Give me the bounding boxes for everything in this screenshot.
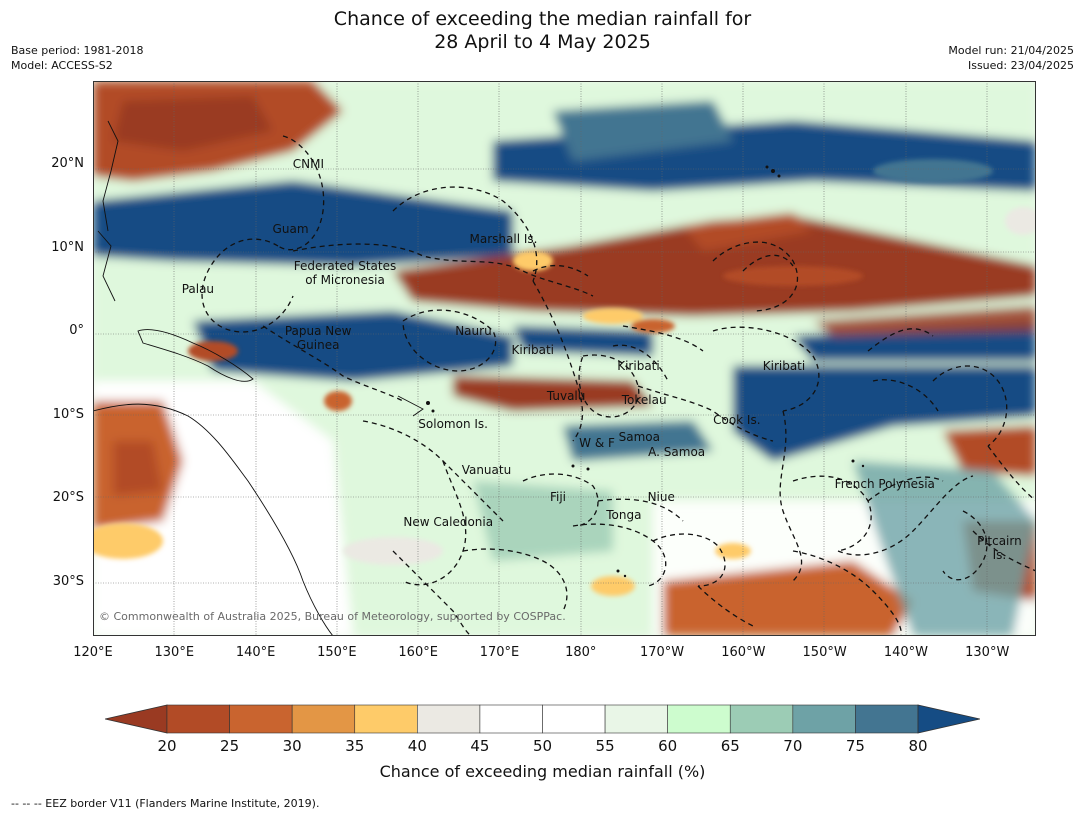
base-period: Base period: 1981-2018 [11, 44, 144, 57]
place-label: Solomon Is. [418, 417, 488, 431]
rainfall-detail [93, 159, 1036, 596]
colorbar-band [667, 704, 731, 734]
meta-left: Base period: 1981-2018 Model: ACCESS-S2 [11, 43, 143, 73]
map-border [93, 81, 1036, 636]
colorbar-tick-label: 35 [345, 737, 365, 755]
colorbar-extend-high [917, 704, 980, 734]
lon-tick-label: 170°W [639, 645, 685, 660]
place-label: W & F [579, 436, 615, 451]
place-label: of Micronesia [305, 273, 385, 288]
place-label: Tuvalu [546, 389, 586, 404]
title-line-1: Chance of exceeding the median rainfall … [333, 8, 752, 30]
place-label: A. Samoa [648, 445, 706, 460]
lon-tick-label: 130°W [965, 645, 1010, 660]
place-label: Vanuatu [461, 462, 512, 477]
colorbar-tick-label: 40 [407, 737, 427, 755]
place-label: Federated States [293, 259, 397, 274]
colorbar-extend-low [105, 704, 168, 734]
colorbar-band [229, 704, 293, 734]
colorbar-band [417, 704, 481, 734]
colorbar-tick-label: 70 [783, 737, 803, 755]
lon-tick-label: 150°E [317, 645, 357, 660]
place-label: CNMI [292, 157, 325, 172]
colorbar-band [166, 704, 230, 734]
colorbar-band [542, 704, 606, 734]
place-label: Fiji [549, 490, 566, 505]
colorbar-tick-label: 75 [845, 737, 865, 755]
lat-tick-label: 30°S [52, 573, 84, 589]
eez-footnote: -- -- -- EEZ border V11 (Flanders Marine… [11, 797, 320, 810]
lon-tick-label: 170°E [479, 645, 520, 660]
rainfall-map [93, 81, 1036, 636]
lat-tick-label: 10°S [52, 406, 84, 422]
place-label: Guinea [296, 337, 340, 352]
lat-tick-label: 20°N [51, 156, 84, 172]
lon-tick-label: 140°E [235, 645, 276, 660]
copyright-notice: © Commonwealth of Australia 2025, Bureau… [99, 610, 566, 623]
place-label: Kiribati [617, 359, 660, 374]
colorbar-band [792, 704, 856, 734]
islands [426, 165, 865, 578]
colorbar-band [855, 704, 919, 734]
meta-right: Model run: 21/04/2025 Issued: 23/04/2025 [948, 43, 1074, 73]
place-label: Samoa [618, 429, 660, 444]
colorbar-label: Chance of exceeding median rainfall (%) [379, 762, 706, 781]
colorbar [105, 704, 980, 734]
colorbar-tick-label: 25 [220, 737, 240, 755]
lon-tick-label: 180° [565, 645, 597, 660]
coastlines [93, 120, 424, 636]
map-panel[interactable] [93, 81, 1036, 636]
model-name: Model: ACCESS-S2 [11, 59, 113, 72]
lat-tick-label: 10°N [51, 239, 84, 255]
colorbar-tick-label: 60 [658, 737, 678, 755]
colorbar-band [479, 704, 543, 734]
place-label: Is. [992, 548, 1007, 563]
lon-tick-label: 140°W [883, 645, 929, 660]
eez-borders [201, 135, 1036, 636]
colorbar-tick-label: 45 [470, 737, 490, 755]
place-label: Niue [647, 490, 675, 505]
title-line-2: 28 April to 4 May 2025 [434, 31, 651, 53]
place-label: New Caledonia [403, 515, 494, 530]
colorbar-tick-label: 50 [532, 737, 553, 755]
colorbar-band [291, 704, 356, 734]
colorbar-tick-label: 30 [282, 737, 302, 755]
place-label: Marshall Is. [469, 231, 538, 246]
lat-tick-label: 20°S [52, 490, 84, 506]
place-label: Papua New [284, 323, 352, 338]
colorbar-tick-label: 65 [720, 737, 740, 755]
graticule [93, 81, 1036, 636]
lon-tick-label: 120°E [73, 645, 113, 660]
place-label: French Polynesia [834, 477, 935, 492]
place-label: Nauru [455, 323, 492, 338]
colorbar-band [604, 704, 668, 734]
place-label: Kiribati [511, 342, 555, 357]
place-label: Cook Is. [713, 412, 761, 427]
place-label: Guam [272, 221, 309, 236]
colorbar-band [354, 704, 418, 734]
lon-tick-label: 160°E [398, 645, 438, 660]
lat-tick-label: 0° [69, 323, 84, 339]
map-title: Chance of exceeding the median rainfall … [0, 8, 1085, 54]
lon-tick-label: 130°E [154, 645, 195, 660]
colorbar-tick-label: 55 [595, 737, 615, 755]
colorbar-band [729, 704, 794, 734]
issued-date: Issued: 23/04/2025 [967, 59, 1074, 72]
place-label: Tokelau [621, 392, 667, 407]
colorbar-tick-label: 80 [908, 737, 928, 755]
colorbar-tick-label: 20 [157, 737, 177, 755]
model-run: Model run: 21/04/2025 [948, 44, 1074, 57]
lon-tick-label: 160°W [721, 645, 766, 660]
lon-tick-label: 150°W [802, 645, 847, 660]
place-label: Tonga [606, 507, 642, 522]
place-label: Palau [181, 281, 215, 296]
place-label: Kiribati [762, 359, 806, 374]
place-label: Pitcairn [977, 533, 1022, 548]
